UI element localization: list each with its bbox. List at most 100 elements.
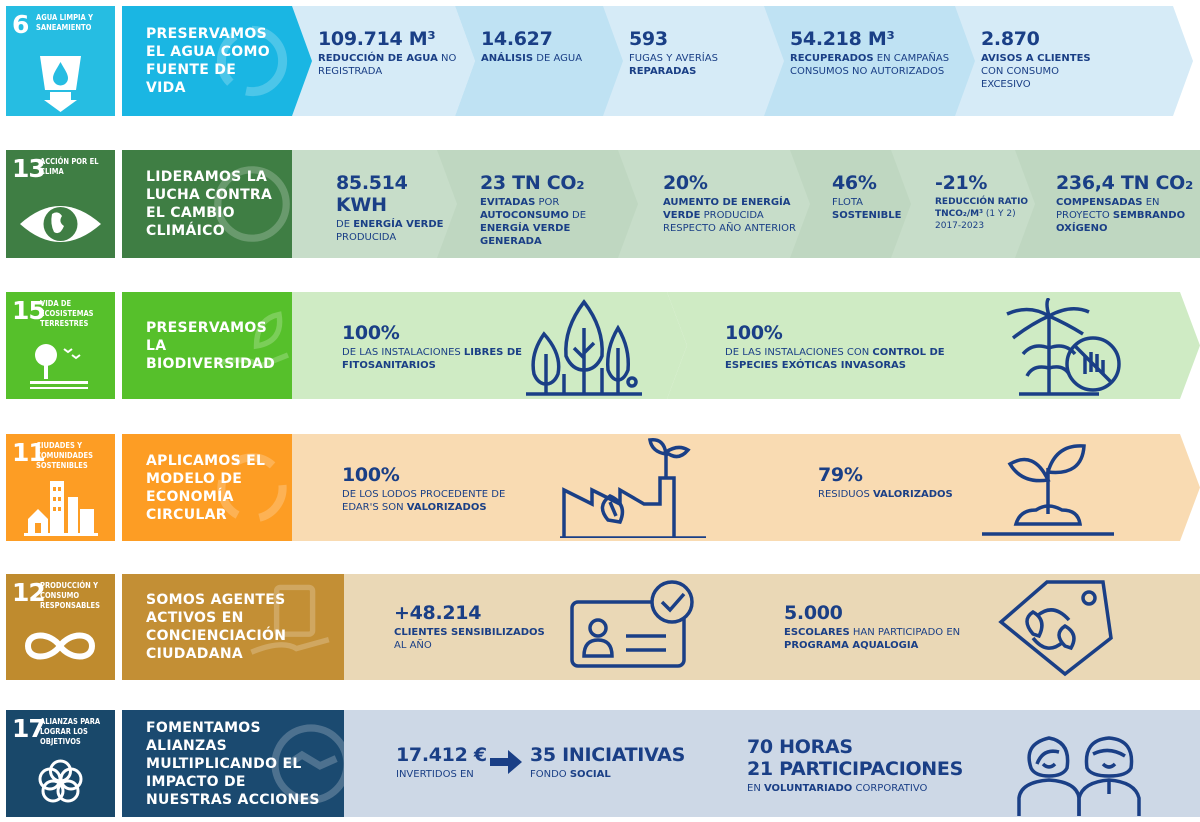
sdg-number: 17 xyxy=(12,714,46,743)
stat-cell: -21% REDUCCIÓN RATIO tnCO₂/m³ (1 Y 2) 201… xyxy=(891,150,1036,258)
arrow-right-icon xyxy=(490,750,522,774)
sdg-label: VIDA DE ECOSISTEMAS TERRESTRES xyxy=(40,299,94,328)
stat-cell: 70 HORAS 21 PARTICIPACIONES EN VOLUNTARIAD… xyxy=(697,710,1200,817)
stat-value: 17.412 € xyxy=(396,744,487,766)
stat-value: 70 HORAS xyxy=(747,736,853,758)
heading-banner: PRESERVAMOS LA BIODIVERSIDAD xyxy=(122,292,315,399)
stat-text: POR xyxy=(535,197,560,208)
heading-banner: LIDERAMOS LA LUCHA CONTRA EL CAMBIO CLIM… xyxy=(122,150,315,258)
stat-bold-text: SOSTENIBLE xyxy=(832,210,902,221)
stat-cell: 100% DE LAS INSTALACIONES CON CONTROL DE … xyxy=(667,292,1200,399)
infinity-icon xyxy=(24,632,96,660)
stat-cell: 54.218 m³ RECUPERADOS EN CAMPAÑAS CONSUMO… xyxy=(764,6,977,116)
stat-text: HAN PARTICIPADO EN xyxy=(849,627,961,638)
heading-text: FOMENTAMOS ALIANZAS MULTIPLICANDO EL IMP… xyxy=(146,719,320,808)
stat-bold-text: COMPENSADAS xyxy=(1056,197,1143,208)
stat-text: AL AÑO xyxy=(394,640,432,651)
stat-bold-text: RECUPERADOS xyxy=(790,53,874,64)
stat-value: 5.000 xyxy=(784,602,843,624)
stat-bold-text: LIBRES DE FITOSANITARIOS xyxy=(342,347,522,371)
sdg-6-badge: 6 AGUA LIMPIA Y SANEAMIENTO xyxy=(6,6,115,116)
stat-bold-text: CLIENTES SENSIBILIZADOS xyxy=(394,627,545,638)
sdg-number: 11 xyxy=(12,438,46,467)
stat-text: FONDO xyxy=(530,769,570,780)
stat-value: 2.870 xyxy=(981,28,1040,50)
stat-value: 236,4 tn CO₂ xyxy=(1056,172,1194,194)
stat-text: INVERTIDOS EN xyxy=(396,769,474,780)
row-sdg-17: 17 ALIANZAS PARA LOGRAR LOS OBJETIVOS FO… xyxy=(0,710,1200,817)
stat-text: (1 Y 2) 2017-2023 xyxy=(935,209,1016,231)
stat-bold-text: ENERGÍA VERDE xyxy=(353,219,444,230)
factory-leaf-icon xyxy=(560,438,706,538)
stat-cell: 17.412 € INVERTIDOS EN 35 INICIATIVAS FOND… xyxy=(344,710,718,817)
stat-value: 109.714 m³ xyxy=(318,28,436,50)
stat-cell: 46% FLOTA SOSTENIBLE xyxy=(790,150,912,258)
stat-text: CON CONSUMO EXCESIVO xyxy=(981,66,1060,90)
stat-text: FLOTA xyxy=(832,197,864,208)
stat-text: EN xyxy=(747,783,764,794)
volunteers-icon xyxy=(1017,736,1141,816)
stat-bold-text: VALORIZADOS xyxy=(872,489,953,500)
stat-cell: 100% DE LOS LODOS PROCEDENTE DE EDAR'S SO… xyxy=(292,434,769,541)
eco-tag-icon xyxy=(998,580,1113,677)
stat-text: PRODUCIDA RESPECTO AÑO ANTERIOR xyxy=(663,210,796,234)
stat-cell: 109.714 m³ REDUCCIÓN DE AGUA NO REGISTRAD… xyxy=(292,6,475,116)
stat-cell: 20% AUMENTO DE ENERGÍA VERDE PRODUCIDA RE… xyxy=(618,150,811,258)
stat-text: DE xyxy=(568,210,587,221)
stat-bold-text: PROGRAMA AQUALOGIA xyxy=(784,640,919,651)
stat-value: 23 tn CO₂ xyxy=(480,172,585,194)
city-icon xyxy=(24,481,98,536)
stat-value: 85.514 KWh xyxy=(336,172,408,216)
sprout-icon xyxy=(982,438,1114,538)
flower-rings-icon xyxy=(38,759,83,803)
hand-leaf-icon xyxy=(207,301,297,391)
stat-bold-text: SEMBRANDO OXÍGENO xyxy=(1056,210,1186,234)
heading-text: PRESERVAMOS EL AGUA COMO FUENTE DE VIDA xyxy=(146,26,270,96)
water-glass-icon xyxy=(40,56,81,112)
stat-text: CORPORATIVO xyxy=(852,783,928,794)
stat-bold-text: AUTOCONSUMO xyxy=(480,210,569,221)
sdg-13-badge: 13 ACCIÓN POR EL CLIMA xyxy=(6,150,115,258)
stat-value: 20% xyxy=(663,172,708,194)
stat-value: 79% xyxy=(818,464,863,486)
sdg-11-badge: 11 CIUDADES Y COMUNIDADES SOSTENIBLES xyxy=(6,434,115,541)
stat-text: FUGAS Y AVERÍAS xyxy=(629,53,718,64)
stat-value: 100% xyxy=(342,322,400,344)
stat-text: PRODUCIDA xyxy=(336,232,397,243)
stat-bold-text: AUMENTO DE ENERGÍA VERDE xyxy=(663,197,791,221)
stat-bold-text: REDUCCIÓN RATIO tnCO₂/m³ xyxy=(935,197,1029,219)
stat-text: RESIDUOS xyxy=(818,489,873,500)
stat-cell: 14.627 ANÁLISIS DE AGUA xyxy=(455,6,625,116)
hand-tablet-icon xyxy=(246,582,336,672)
sdg-label: ALIANZAS PARA LOGRAR LOS OBJETIVOS xyxy=(40,717,101,746)
sdg-number: 6 xyxy=(12,10,29,39)
sdg-label: ACCIÓN POR EL CLIMA xyxy=(40,157,99,176)
heading-banner: PRESERVAMOS EL AGUA COMO FUENTE DE VIDA xyxy=(122,6,315,116)
row-sdg-13: 13 ACCIÓN POR EL CLIMA LIDERAMOS LA LUCH… xyxy=(0,150,1200,258)
stat-value: 100% xyxy=(342,464,400,486)
stat-value: 593 xyxy=(629,28,668,50)
stat-cell: 23 tn CO₂ EVITADAS POR AUTOCONSUMO DE ENE… xyxy=(437,150,639,258)
stat-cell: 236,4 tn CO₂ COMPENSADAS EN PROYECTO SEMB… xyxy=(1015,150,1200,258)
stat-value: +48.214 xyxy=(394,602,482,624)
sdg-label: CIUDADES Y COMUNIDADES SOSTENIBLES xyxy=(36,441,93,470)
sdg-number: 13 xyxy=(12,154,46,183)
heading-text: LIDERAMOS LA LUCHA CONTRA EL CAMBIO CLIM… xyxy=(146,169,273,239)
stat-value: 46% xyxy=(832,172,877,194)
row-sdg-15: 15 VIDA DE ECOSISTEMAS TERRESTRES PRESER… xyxy=(0,292,1200,399)
stat-text: DE LAS INSTALACIONES xyxy=(342,347,464,358)
stat-cell: 85.514 KWh DE ENERGÍA VERDE PRODUCIDA xyxy=(292,150,458,258)
trees-icon xyxy=(524,298,642,396)
stat-bold-text: ANÁLISIS xyxy=(481,53,534,64)
stat-value: 100% xyxy=(725,322,783,344)
stat-bold-text: EVITADAS xyxy=(480,197,536,208)
stat-value: 14.627 xyxy=(481,28,553,50)
eye-globe-icon xyxy=(20,206,101,242)
stat-value: 54.218 m³ xyxy=(790,28,895,50)
stat-text: EN CAMPAÑAS CONSUMOS NO AUTORIZADOS xyxy=(790,53,950,77)
stat-cell: 100% DE LAS INSTALACIONES LIBRES DE FITOS… xyxy=(292,292,687,399)
palm-stop-icon xyxy=(989,298,1131,396)
stat-bold-text: REDUCCIÓN DE AGUA xyxy=(318,53,438,64)
id-card-check-icon xyxy=(568,580,696,676)
stat-bold-text: VALORIZADOS xyxy=(406,502,487,513)
